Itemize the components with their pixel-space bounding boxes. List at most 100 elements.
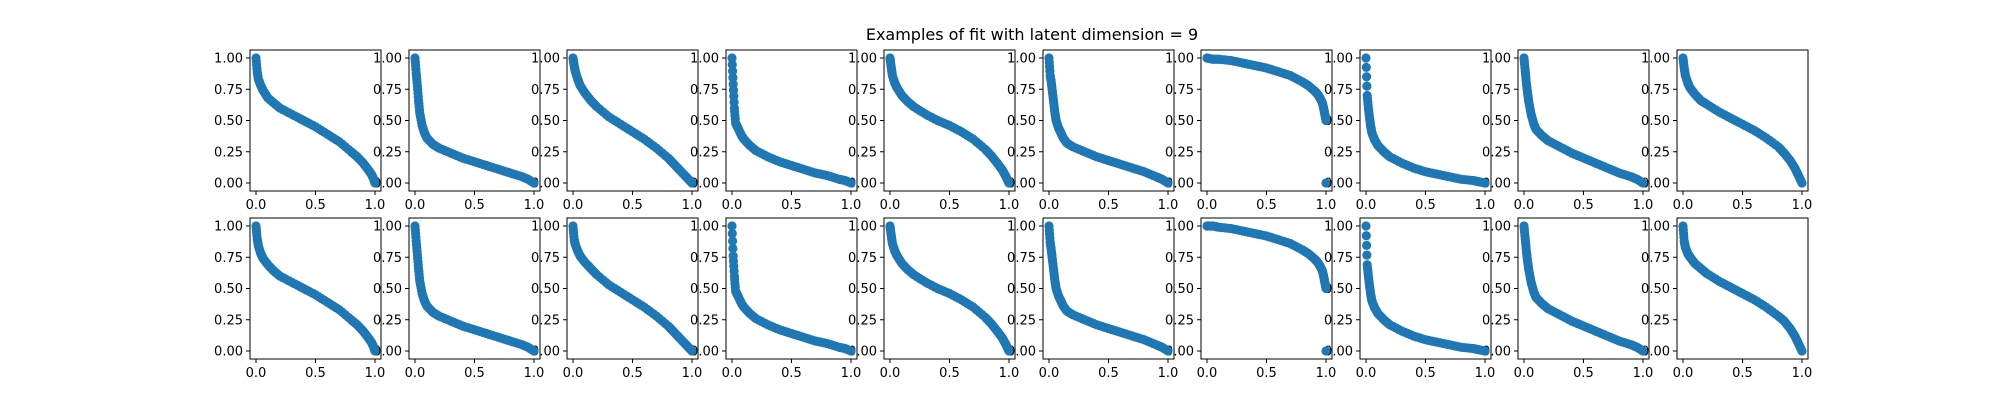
data-point xyxy=(1321,283,1331,294)
figure-title: Examples of fit with latent dimension = … xyxy=(866,25,1198,44)
y-tick-label: 0.00 xyxy=(1165,345,1194,360)
y-tick-label: 1.00 xyxy=(690,220,719,235)
data-point xyxy=(1797,178,1807,188)
y-tick-label: 0.75 xyxy=(848,83,877,98)
y-tick-label: 0.50 xyxy=(1641,282,1670,297)
y-tick-label: 0.00 xyxy=(531,345,560,360)
y-tick-label: 0.00 xyxy=(1482,345,1511,360)
y-tick-label: 1.00 xyxy=(214,220,243,235)
subplot-0-0: 0.0 0.5 1.0 0.00 0.25 0.50 0.75 1.00 xyxy=(214,49,386,213)
data-point xyxy=(1321,115,1331,126)
subplot-1-1: 0.0 0.5 1.0 0.00 0.25 0.50 0.75 1.00 xyxy=(373,217,544,381)
y-tick-label: 0.00 xyxy=(848,177,877,192)
y-tick-label: 1.00 xyxy=(1324,52,1353,67)
data-point xyxy=(727,59,737,70)
x-tick-label: 0.5 xyxy=(1256,366,1277,381)
y-tick-label: 0.00 xyxy=(214,345,243,360)
y-tick-label: 1.00 xyxy=(1165,52,1194,67)
data-point xyxy=(687,346,697,356)
y-tick-label: 0.50 xyxy=(1324,282,1353,297)
y-tick-label: 0.50 xyxy=(531,282,560,297)
x-tick-label: 0.0 xyxy=(563,198,584,213)
x-tick-label: 0.5 xyxy=(939,198,960,213)
data-point xyxy=(727,66,738,76)
x-tick-label: 0.0 xyxy=(1197,366,1218,381)
axes-frame xyxy=(1042,49,1175,192)
y-tick-label: 1.00 xyxy=(214,52,243,67)
x-tick-label: 1.0 xyxy=(1158,198,1179,213)
x-tick-label: 1.0 xyxy=(1633,366,1654,381)
y-tick-label: 0.75 xyxy=(848,251,877,266)
y-tick-label: 1.00 xyxy=(1482,52,1511,67)
subplot-1-6: 0.0 0.5 1.0 0.00 0.25 0.50 0.75 1.00 xyxy=(1165,217,1336,381)
y-tick-label: 0.00 xyxy=(1641,345,1670,360)
y-tick-label: 0.25 xyxy=(214,145,243,160)
y-tick-label: 0.50 xyxy=(1324,114,1353,129)
x-tick-label: 0.5 xyxy=(305,366,326,381)
y-tick-label: 0.25 xyxy=(1641,145,1670,160)
axes-frame xyxy=(1517,49,1650,192)
x-tick-label: 0.5 xyxy=(464,366,485,381)
y-tick-label: 0.00 xyxy=(1641,177,1670,192)
data-point xyxy=(1004,178,1014,188)
y-tick-label: 0.00 xyxy=(1324,345,1353,360)
y-tick-label: 1.00 xyxy=(1641,52,1670,67)
data-point xyxy=(1362,81,1372,91)
y-tick-label: 0.50 xyxy=(531,114,560,129)
axes-frame xyxy=(883,217,1016,360)
data-point xyxy=(846,178,856,188)
data-point xyxy=(1361,240,1372,250)
y-tick-label: 0.00 xyxy=(531,177,560,192)
x-tick-label: 0.0 xyxy=(1039,366,1060,381)
y-tick-label: 0.00 xyxy=(1482,177,1511,192)
data-point xyxy=(1361,231,1371,241)
x-tick-label: 0.5 xyxy=(781,366,802,381)
x-tick-label: 1.0 xyxy=(1475,366,1496,381)
x-tick-label: 0.0 xyxy=(722,198,743,213)
x-tick-label: 0.5 xyxy=(1098,366,1119,381)
x-tick-label: 1.0 xyxy=(682,198,703,213)
x-tick-label: 0.5 xyxy=(939,366,960,381)
axes-frame xyxy=(249,49,382,192)
data-point xyxy=(1797,346,1807,356)
subplot-1-4: 0.0 0.5 1.0 0.00 0.25 0.50 0.75 1.00 xyxy=(848,217,1019,381)
y-tick-label: 1.00 xyxy=(531,52,560,67)
data-point xyxy=(687,178,697,188)
y-tick-label: 0.75 xyxy=(531,83,560,98)
x-tick-label: 0.0 xyxy=(1673,366,1694,381)
y-tick-label: 1.00 xyxy=(848,220,877,235)
y-tick-label: 0.75 xyxy=(1482,83,1511,98)
data-point xyxy=(727,221,737,231)
y-tick-label: 1.00 xyxy=(848,52,877,67)
x-tick-label: 0.0 xyxy=(246,366,267,381)
data-point xyxy=(370,178,380,188)
subplot-0-4: 0.0 0.5 1.0 0.00 0.25 0.50 0.75 1.00 xyxy=(848,49,1019,213)
y-tick-label: 0.25 xyxy=(214,313,243,328)
x-tick-label: 1.0 xyxy=(365,198,386,213)
x-tick-label: 0.5 xyxy=(1732,366,1753,381)
x-tick-label: 1.0 xyxy=(1475,198,1496,213)
x-tick-label: 0.0 xyxy=(722,366,743,381)
data-point xyxy=(1361,72,1372,82)
subplot-1-8: 0.0 0.5 1.0 0.00 0.25 0.50 0.75 1.00 xyxy=(1482,217,1654,381)
y-tick-label: 0.50 xyxy=(373,282,402,297)
y-tick-label: 0.00 xyxy=(373,345,402,360)
x-tick-label: 0.0 xyxy=(1514,366,1535,381)
y-tick-label: 1.00 xyxy=(1482,220,1511,235)
y-tick-label: 0.75 xyxy=(1641,251,1670,266)
y-tick-label: 0.00 xyxy=(1165,177,1194,192)
y-tick-label: 0.25 xyxy=(1007,313,1036,328)
x-tick-label: 1.0 xyxy=(841,366,862,381)
subplot-0-2: 0.0 0.5 1.0 0.00 0.25 0.50 0.75 1.00 xyxy=(531,49,703,213)
data-point xyxy=(846,346,856,356)
x-tick-label: 0.5 xyxy=(305,198,326,213)
y-tick-label: 1.00 xyxy=(373,220,402,235)
data-point xyxy=(1480,346,1490,356)
y-tick-label: 0.00 xyxy=(1007,177,1036,192)
x-tick-label: 1.0 xyxy=(841,198,862,213)
axes-frame xyxy=(408,217,541,360)
y-tick-label: 0.25 xyxy=(373,313,402,328)
data-point xyxy=(1163,346,1173,356)
y-tick-label: 0.75 xyxy=(1641,83,1670,98)
y-tick-label: 0.00 xyxy=(690,345,719,360)
